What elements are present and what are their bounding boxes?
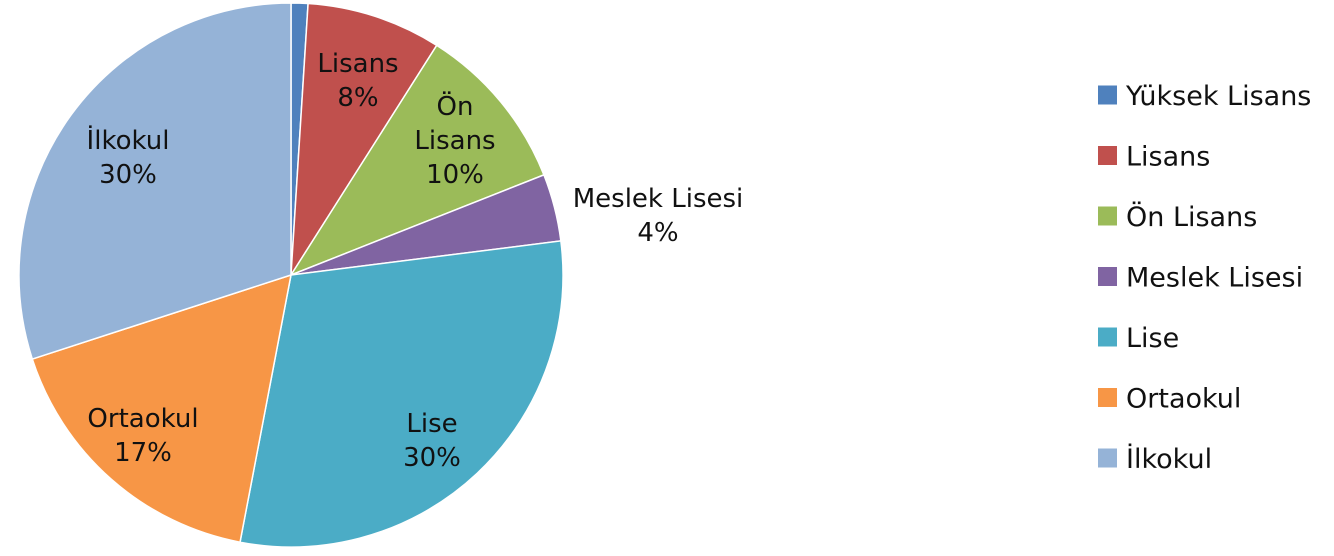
chart-legend: Yüksek Lisans Lisans Ön Lisans Meslek Lises… (1098, 81, 1311, 475)
data-label-line: 30% (403, 443, 461, 473)
data-label-meslek-lisesi: Meslek Lisesi 4% (573, 184, 744, 248)
legend-item-lisans: Lisans (1098, 142, 1210, 173)
legend-label: Ortaokul (1126, 384, 1241, 415)
pie-slice-ilkokul (18, 2, 292, 360)
data-label-line: Lisans (414, 126, 495, 156)
data-label-line: Meslek Lisesi (573, 184, 744, 214)
pie-slice-on-lisans (289, 44, 545, 277)
data-label-line: Ortaokul (87, 404, 198, 434)
legend-swatch (1098, 85, 1117, 105)
legend-label: Meslek Lisesi (1126, 263, 1303, 294)
legend-label: Yüksek Lisans (1125, 81, 1311, 112)
legend-swatch (1098, 206, 1117, 226)
legend-swatch (1098, 327, 1117, 347)
legend-item-meslek-lisesi: Meslek Lisesi (1098, 263, 1303, 294)
legend-item-yuksek-lisans: Yüksek Lisans (1098, 81, 1311, 112)
legend-label: İlkokul (1126, 443, 1212, 475)
pie-slice-lise (239, 240, 564, 548)
data-label-lise: Lise 30% (403, 409, 461, 473)
pie-slice-ortaokul (31, 273, 292, 544)
legend-swatch (1098, 448, 1117, 468)
legend-swatch (1098, 146, 1117, 165)
pie-slice-lisans (290, 2, 438, 276)
data-label-line: 4% (637, 218, 678, 248)
legend-item-ilkokul: İlkokul (1098, 443, 1212, 475)
data-label-line: Ön (437, 90, 474, 122)
legend-item-on-lisans: Ön Lisans (1098, 201, 1257, 233)
data-label-line: 17% (114, 438, 172, 468)
legend-label: Ön Lisans (1126, 201, 1257, 233)
data-label-line: İlkokul (87, 124, 170, 156)
legend-item-lise: Lise (1098, 323, 1179, 354)
data-label-line: Lise (406, 409, 457, 439)
pie-data-labels: Lisans 8% Ön Lisans 10% Meslek Lisesi 4% Lise 30… (87, 49, 744, 473)
data-label-line: 30% (99, 160, 157, 190)
legend-label: Lise (1126, 323, 1179, 354)
legend-swatch (1098, 267, 1117, 286)
legend-label: Lisans (1126, 142, 1210, 173)
pie-slices (18, 2, 564, 548)
legend-swatch (1098, 388, 1117, 407)
data-label-line: 8% (337, 83, 378, 113)
data-label-on-lisans: Ön Lisans 10% (414, 90, 495, 190)
data-label-line: Lisans (317, 49, 398, 79)
data-label-lisans: Lisans 8% (317, 49, 398, 113)
legend-item-ortaokul: Ortaokul (1098, 384, 1241, 415)
data-label-ortaokul: Ortaokul 17% (87, 404, 198, 468)
data-label-line: 10% (426, 160, 484, 190)
data-label-ilkokul: İlkokul 30% (87, 124, 170, 190)
